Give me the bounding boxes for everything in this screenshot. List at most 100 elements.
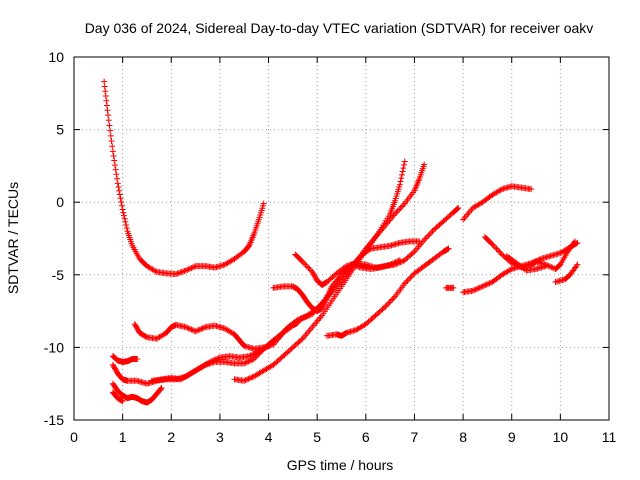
data-point — [196, 326, 203, 333]
data-point — [355, 255, 362, 262]
data-point — [123, 222, 130, 229]
y-tick-labels: 10 5 0 -5 -10 -15 — [44, 49, 64, 428]
x-tick-label: 8 — [459, 429, 467, 445]
series-arc-m — [460, 239, 581, 296]
data-point — [445, 245, 452, 252]
data-point — [469, 287, 476, 294]
data-point — [394, 260, 401, 267]
data-point — [490, 242, 497, 249]
data-point — [246, 357, 253, 364]
data-point — [408, 273, 415, 280]
data-point — [195, 327, 202, 334]
data-point — [574, 261, 581, 268]
data-point — [486, 280, 493, 287]
data-point — [383, 302, 390, 309]
series-arc-k — [323, 245, 452, 339]
data-point — [428, 229, 435, 236]
x-tick-label: 4 — [265, 429, 273, 445]
data-point — [246, 375, 253, 382]
data-point — [279, 329, 286, 336]
data-point — [298, 314, 305, 321]
data-point — [544, 262, 551, 269]
data-point — [479, 283, 486, 290]
data-point — [321, 300, 328, 307]
data-point — [478, 284, 485, 291]
data-point — [497, 250, 504, 257]
y-tick-label: -15 — [44, 412, 64, 428]
data-point — [399, 168, 406, 175]
data-point — [282, 326, 289, 333]
data-point — [483, 281, 490, 288]
x-tick-label: 11 — [602, 429, 617, 445]
data-point — [353, 257, 360, 264]
data-point — [106, 122, 113, 129]
series-arc-f — [109, 389, 126, 405]
data-point — [571, 238, 578, 245]
data-point — [429, 228, 436, 235]
data-point — [555, 262, 562, 269]
data-point — [119, 206, 126, 213]
data-point — [471, 287, 478, 294]
data-point — [507, 266, 514, 273]
data-point — [366, 246, 373, 253]
data-point — [426, 231, 433, 238]
data-point — [450, 284, 457, 291]
axis-ticks — [73, 56, 610, 421]
data-point — [105, 112, 112, 119]
x-tick-labels: 0 1 2 3 4 5 6 7 8 9 10 11 — [70, 429, 616, 445]
data-point — [246, 353, 253, 360]
data-point — [116, 191, 123, 198]
data-point — [178, 269, 185, 275]
data-point — [421, 236, 428, 243]
data-point — [102, 88, 109, 95]
data-point — [209, 357, 216, 364]
data-point — [475, 285, 482, 292]
data-point — [548, 264, 555, 271]
data-point — [158, 385, 165, 392]
data-point — [109, 148, 116, 155]
data-point — [189, 327, 196, 334]
data-point — [455, 205, 462, 212]
data-point — [492, 244, 499, 251]
series-arc-a — [101, 78, 267, 278]
data-point — [280, 328, 287, 335]
data-point — [407, 274, 414, 281]
data-point — [114, 175, 121, 182]
data-point — [109, 143, 116, 150]
data-point — [188, 264, 195, 271]
plot-frame — [73, 56, 610, 421]
data-point — [294, 316, 301, 323]
data-point — [108, 138, 115, 145]
x-tick-label: 3 — [216, 429, 224, 445]
data-point — [112, 166, 119, 173]
data-point — [212, 356, 219, 363]
data-point — [276, 332, 283, 339]
data-point — [173, 271, 180, 278]
data-point — [199, 325, 206, 332]
series-arc-q — [552, 261, 581, 286]
data-point — [247, 352, 254, 359]
data-point — [241, 360, 248, 367]
data-point — [298, 336, 305, 343]
data-point — [497, 186, 504, 193]
data-point — [185, 325, 192, 332]
grid — [74, 57, 609, 420]
series-arc-g — [148, 161, 428, 384]
data-point — [102, 92, 109, 99]
data-point — [248, 357, 255, 364]
data-point — [182, 324, 189, 331]
y-tick-label: -5 — [52, 267, 65, 283]
data-point — [401, 158, 408, 165]
data-point — [111, 157, 118, 164]
data-point — [198, 325, 205, 332]
x-axis-label: GPS time / hours — [287, 457, 394, 473]
data-point — [521, 266, 528, 273]
data-point — [205, 359, 212, 366]
data-point — [382, 303, 389, 310]
data-point — [105, 117, 112, 124]
data-point — [250, 356, 257, 363]
data-point — [485, 280, 492, 287]
data-point — [493, 245, 500, 252]
data-point — [185, 266, 192, 273]
chart-title: Day 036 of 2024, Sidereal Day-to-day VTE… — [85, 20, 594, 36]
